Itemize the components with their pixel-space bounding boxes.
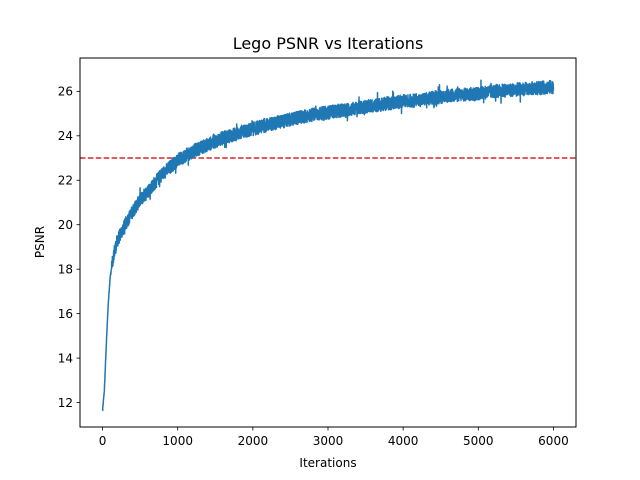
x-tick-label: 4000 bbox=[388, 434, 419, 448]
plot-area bbox=[80, 79, 576, 412]
y-tick-label: 18 bbox=[58, 262, 73, 276]
x-tick-label: 6000 bbox=[538, 434, 569, 448]
y-tick-label: 22 bbox=[58, 174, 73, 188]
x-axis-label: Iterations bbox=[299, 456, 356, 470]
y-axis-label: PSNR bbox=[33, 226, 47, 258]
x-axis: 0 1000 2000 3000 4000 5000 6000 bbox=[99, 427, 569, 448]
y-tick-label: 24 bbox=[58, 129, 73, 143]
psnr-series-line-0 bbox=[101, 79, 555, 412]
x-tick-label: 3000 bbox=[313, 434, 344, 448]
y-tick-label: 16 bbox=[58, 307, 73, 321]
x-tick-label: 5000 bbox=[463, 434, 494, 448]
y-tick-label: 14 bbox=[58, 351, 73, 365]
y-tick-label: 26 bbox=[58, 85, 73, 99]
y-tick-label: 20 bbox=[58, 218, 73, 232]
x-tick-label: 1000 bbox=[162, 434, 193, 448]
x-tick-label: 2000 bbox=[238, 434, 269, 448]
chart-title: Lego PSNR vs Iterations bbox=[233, 34, 424, 53]
y-tick-label: 12 bbox=[58, 396, 73, 410]
x-tick-label: 0 bbox=[99, 434, 107, 448]
y-axis: 12 14 16 18 20 22 24 26 bbox=[58, 85, 80, 410]
